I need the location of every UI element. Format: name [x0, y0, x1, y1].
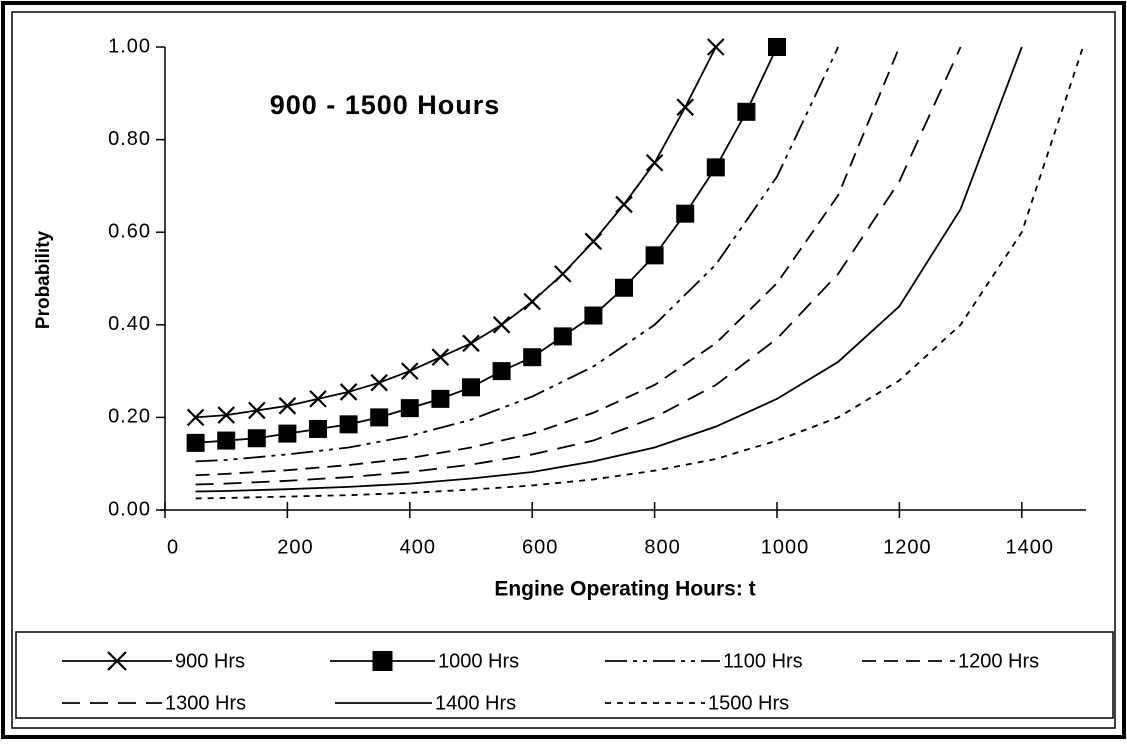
series-line	[195, 46, 1023, 493]
marker-square	[768, 38, 786, 56]
marker-x	[676, 98, 694, 116]
series-line	[195, 46, 840, 463]
marker-x	[339, 383, 358, 401]
marker-x	[278, 397, 297, 415]
marker-square	[217, 431, 236, 450]
x-tick-label: 1200	[883, 536, 932, 558]
marker-square	[247, 429, 266, 448]
legend-box	[15, 631, 1114, 719]
marker-x	[401, 362, 419, 380]
legend-marker	[107, 651, 127, 671]
x-tick-label: 400	[400, 536, 436, 558]
marker-square	[400, 399, 419, 418]
legend-label: 900 Hrs	[175, 650, 245, 672]
y-tick-label: 0.60	[108, 220, 151, 242]
marker-x	[431, 348, 450, 366]
chart-title: 900 - 1500 Hours	[270, 90, 501, 120]
marker-square	[553, 327, 572, 346]
legend-label: 1400 Hrs	[435, 692, 516, 714]
marker-x	[248, 401, 266, 420]
y-tick-label: 1.00	[108, 35, 151, 57]
x-tick-label: 1000	[761, 536, 810, 558]
marker-square	[584, 306, 603, 325]
legend-label: 1300 Hrs	[165, 692, 246, 714]
marker-square	[462, 378, 480, 397]
marker-x	[615, 195, 633, 214]
marker-square	[309, 419, 327, 438]
x-tick-label: 0	[167, 536, 179, 558]
marker-x	[217, 406, 235, 424]
marker-square	[615, 278, 633, 297]
legend-label: 1100 Hrs	[723, 650, 803, 672]
series-line	[195, 46, 717, 419]
marker-square	[523, 348, 542, 367]
series-line	[195, 46, 901, 477]
x-tick-label: 800	[644, 536, 680, 558]
legend-label: 1200 Hrs	[958, 650, 1039, 672]
marker-x	[186, 408, 205, 427]
y-axis-label: Probability	[33, 230, 54, 329]
marker-x	[707, 38, 725, 56]
marker-x	[554, 265, 572, 283]
y-tick-label: 0.00	[108, 498, 151, 520]
marker-x	[645, 153, 664, 172]
marker-square	[186, 433, 205, 452]
marker-square	[645, 246, 664, 265]
marker-x	[462, 334, 480, 353]
inner-frame	[11, 11, 1116, 729]
marker-x	[309, 390, 327, 408]
series-line	[195, 46, 962, 486]
marker-square	[706, 158, 725, 177]
x-tick-label: 1400	[1006, 536, 1055, 558]
x-axis-label: Engine Operating Hours: t	[494, 578, 755, 601]
x-tick-label: 600	[522, 536, 558, 558]
y-tick-label: 0.80	[108, 128, 151, 150]
marker-square	[339, 415, 358, 434]
marker-square	[737, 102, 756, 121]
marker-square	[492, 362, 511, 381]
legend-label: 1500 Hrs	[708, 692, 789, 714]
legend-marker	[372, 651, 393, 671]
y-tick-label: 0.20	[108, 406, 151, 428]
marker-x	[523, 292, 541, 311]
marker-square	[431, 389, 450, 408]
x-tick-label: 200	[277, 536, 313, 558]
marker-x	[370, 373, 388, 392]
marker-square	[370, 408, 389, 427]
marker-square	[278, 424, 297, 443]
series-line	[195, 46, 1084, 500]
marker-x	[584, 232, 603, 251]
legend-label: 1000 Hrs	[438, 650, 519, 672]
marker-x	[492, 316, 511, 334]
marker-square	[676, 204, 695, 223]
y-tick-label: 0.40	[108, 313, 151, 335]
